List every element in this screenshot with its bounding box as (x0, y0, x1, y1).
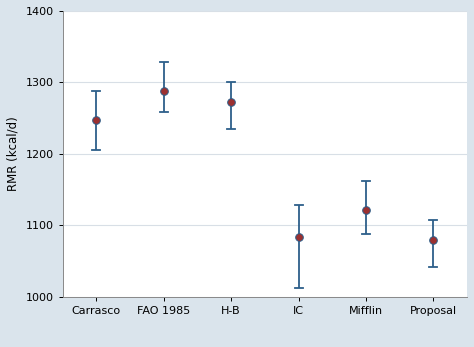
Y-axis label: RMR (kcal/d): RMR (kcal/d) (7, 117, 20, 191)
